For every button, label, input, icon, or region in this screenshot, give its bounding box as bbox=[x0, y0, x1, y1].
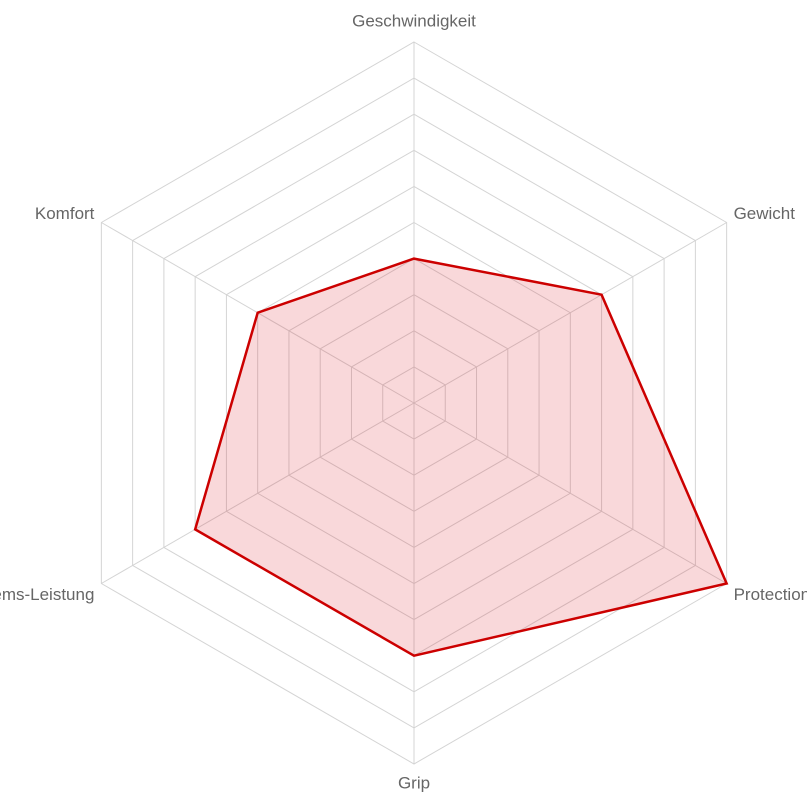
axis-label: Komfort bbox=[35, 204, 95, 223]
axis-label: Geschwindigkeit bbox=[352, 11, 476, 30]
axis-label: Protection bbox=[734, 585, 807, 604]
spoke bbox=[101, 402, 415, 584]
axis-label: Gewicht bbox=[734, 204, 796, 223]
data-area bbox=[193, 257, 729, 658]
spoke bbox=[413, 222, 727, 404]
spoke bbox=[413, 402, 727, 584]
axis-label: Grip bbox=[398, 773, 430, 792]
axis-label: Brems-Leistung bbox=[0, 585, 94, 604]
